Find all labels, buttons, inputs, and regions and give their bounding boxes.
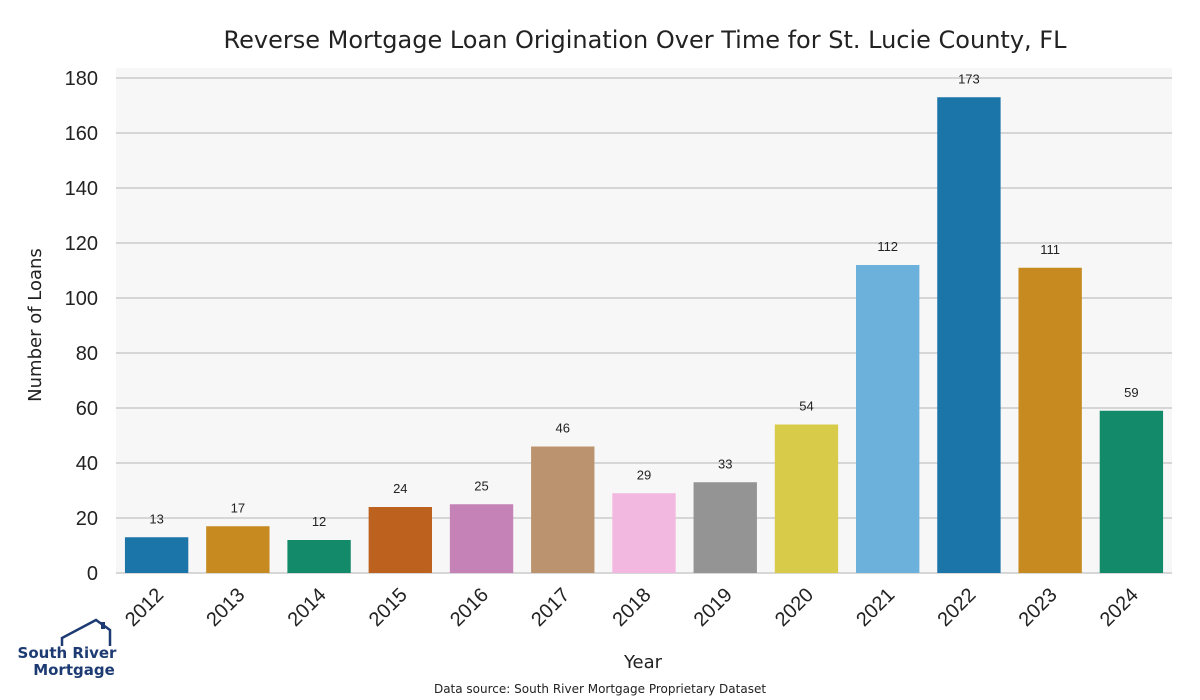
y-tick-label: 60 — [76, 398, 98, 420]
bar-value-label-2018: 29 — [637, 467, 651, 482]
y-tick-label: 100 — [65, 288, 98, 310]
y-tick-label: 0 — [87, 563, 98, 585]
x-tick-label-2023: 2023 — [1015, 584, 1062, 631]
bar-value-label-2016: 25 — [474, 478, 488, 493]
bar-value-label-2021: 112 — [877, 239, 898, 254]
x-tick-label-2021: 2021 — [852, 584, 899, 631]
x-tick-label-2014: 2014 — [284, 584, 331, 631]
bar-value-label-2017: 46 — [556, 421, 570, 436]
x-axis-ticks: 2012 2013 2014 2015 2016 2017 2018 2019 2020 2021… — [121, 584, 1143, 631]
bar-2023 — [1018, 267, 1082, 573]
x-tick-label-2017: 2017 — [527, 584, 574, 631]
bar-value-labels: 13 17 12 24 25 46 29 33 54 112 173 111 59 — [149, 71, 1138, 529]
y-tick-label: 180 — [65, 68, 98, 90]
bar-2020 — [774, 424, 839, 573]
bar-2018 — [612, 493, 676, 573]
x-tick-label-2013: 2013 — [202, 584, 249, 631]
y-tick-label: 20 — [76, 508, 98, 530]
x-tick-label-2019: 2019 — [690, 584, 737, 631]
y-tick-label: 80 — [76, 343, 98, 365]
y-tick-label: 140 — [65, 178, 98, 200]
bar-2013 — [206, 526, 270, 573]
bar-2016 — [449, 504, 514, 573]
logo: South River Mortgage — [18, 618, 118, 679]
y-tick-label: 120 — [65, 233, 98, 255]
x-tick-label-2015: 2015 — [365, 584, 412, 631]
house-roof-icon — [60, 618, 112, 646]
bar-value-label-2019: 33 — [718, 456, 732, 471]
bar-value-label-2014: 12 — [312, 514, 326, 529]
house-chimney-icon — [101, 622, 105, 629]
data-source-note: Data source: South River Mortgage Propri… — [434, 682, 766, 696]
y-axis-ticks: 0 20 40 60 80 100 120 140 160 180 — [65, 68, 98, 585]
bar-2022 — [937, 97, 1001, 573]
x-tick-label-2018: 2018 — [609, 584, 656, 631]
bar-value-label-2023: 111 — [1040, 242, 1060, 257]
x-axis-label: Year — [623, 652, 663, 673]
y-axis-label: Number of Loans — [25, 248, 46, 402]
y-tick-label: 160 — [65, 123, 98, 145]
x-tick-label-2012: 2012 — [121, 584, 168, 631]
x-tick-label-2022: 2022 — [933, 584, 980, 631]
x-tick-label-2024: 2024 — [1096, 584, 1143, 631]
bar-value-label-2013: 17 — [231, 500, 245, 515]
bar-2021 — [856, 265, 920, 573]
logo-text-line1: South River — [18, 644, 118, 662]
bar-value-label-2015: 24 — [393, 481, 407, 496]
bar-2024 — [1099, 410, 1164, 573]
y-tick-label: 40 — [76, 453, 98, 475]
bars — [124, 97, 1164, 573]
bar-2015 — [368, 507, 432, 573]
bar-value-label-2024: 59 — [1124, 385, 1138, 400]
chart-title: Reverse Mortgage Loan Origination Over T… — [224, 26, 1068, 54]
x-tick-label-2016: 2016 — [446, 584, 493, 631]
logo-text-line2: Mortgage — [33, 661, 115, 679]
bar-2019 — [693, 482, 757, 573]
bar-value-label-2012: 13 — [149, 511, 163, 526]
bar-value-label-2022: 173 — [958, 71, 980, 86]
bar-2017 — [531, 446, 595, 573]
x-tick-label-2020: 2020 — [771, 584, 818, 631]
bar-2014 — [287, 540, 351, 573]
bar-2012 — [124, 537, 189, 573]
bar-value-label-2020: 54 — [799, 399, 813, 414]
